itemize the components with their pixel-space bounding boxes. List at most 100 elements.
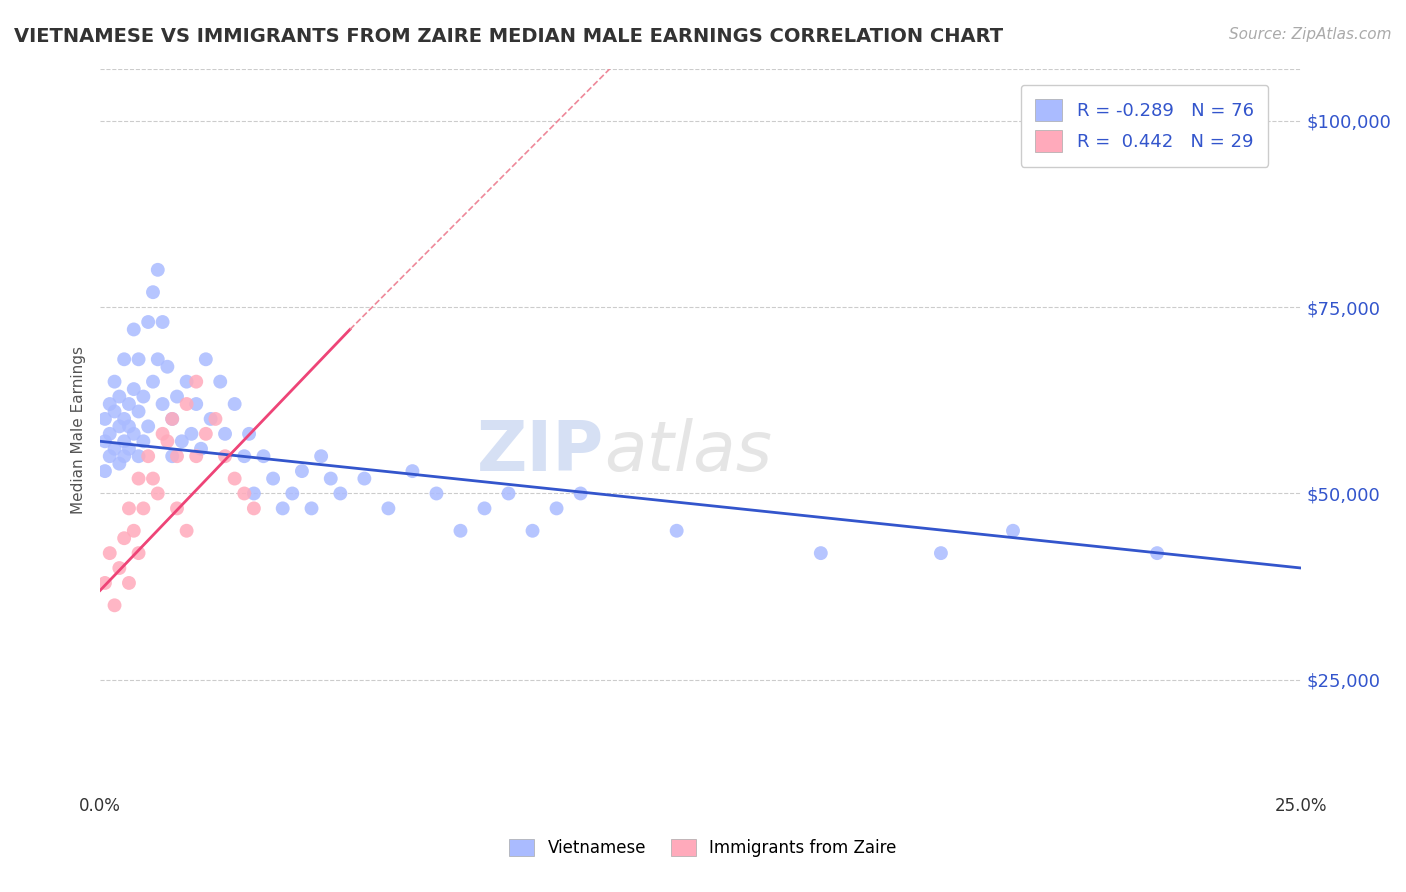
Point	[194, 352, 217, 367]
Point	[152, 397, 174, 411]
Point	[108, 457, 131, 471]
Point	[118, 501, 141, 516]
Point	[122, 524, 145, 538]
Point	[176, 375, 198, 389]
Point	[319, 472, 342, 486]
Point	[146, 352, 169, 367]
Point	[401, 464, 423, 478]
Point	[142, 375, 165, 389]
Legend: R = -0.289   N = 76, R =  0.442   N = 29: R = -0.289 N = 76, R = 0.442 N = 29	[1021, 85, 1268, 167]
Point	[122, 426, 145, 441]
Point	[271, 501, 294, 516]
Point	[233, 486, 256, 500]
Point	[224, 397, 246, 411]
Point	[146, 262, 169, 277]
Point	[166, 501, 188, 516]
Text: Source: ZipAtlas.com: Source: ZipAtlas.com	[1229, 27, 1392, 42]
Point	[353, 472, 375, 486]
Point	[128, 472, 150, 486]
Text: atlas: atlas	[605, 418, 773, 485]
Point	[176, 397, 198, 411]
Point	[166, 390, 188, 404]
Point	[103, 375, 125, 389]
Point	[243, 486, 266, 500]
Point	[301, 501, 323, 516]
Point	[214, 426, 236, 441]
Point	[152, 426, 174, 441]
Point	[118, 397, 141, 411]
Text: ZIP: ZIP	[478, 418, 605, 485]
Point	[108, 390, 131, 404]
Y-axis label: Median Male Earnings: Median Male Earnings	[72, 346, 86, 514]
Point	[112, 434, 135, 449]
Point	[180, 426, 202, 441]
Point	[190, 442, 212, 456]
Point	[122, 322, 145, 336]
Point	[498, 486, 520, 500]
Point	[98, 546, 121, 560]
Point	[160, 412, 183, 426]
Point	[243, 501, 266, 516]
Point	[94, 412, 117, 426]
Point	[94, 576, 117, 591]
Point	[160, 412, 183, 426]
Point	[929, 546, 952, 560]
Point	[200, 412, 222, 426]
Point	[224, 472, 246, 486]
Point	[108, 419, 131, 434]
Point	[309, 449, 332, 463]
Point	[142, 472, 165, 486]
Legend: Vietnamese, Immigrants from Zaire: Vietnamese, Immigrants from Zaire	[501, 831, 905, 866]
Point	[810, 546, 832, 560]
Point	[118, 419, 141, 434]
Point	[128, 404, 150, 418]
Point	[166, 449, 188, 463]
Point	[209, 375, 232, 389]
Point	[128, 546, 150, 560]
Point	[142, 285, 165, 300]
Point	[281, 486, 304, 500]
Point	[186, 375, 208, 389]
Point	[122, 382, 145, 396]
Point	[233, 449, 256, 463]
Point	[112, 352, 135, 367]
Text: VIETNAMESE VS IMMIGRANTS FROM ZAIRE MEDIAN MALE EARNINGS CORRELATION CHART: VIETNAMESE VS IMMIGRANTS FROM ZAIRE MEDI…	[14, 27, 1004, 45]
Point	[112, 531, 135, 545]
Point	[1146, 546, 1168, 560]
Point	[103, 599, 125, 613]
Point	[112, 449, 135, 463]
Point	[156, 434, 179, 449]
Point	[238, 426, 260, 441]
Point	[136, 449, 159, 463]
Point	[665, 524, 688, 538]
Point	[176, 524, 198, 538]
Point	[103, 442, 125, 456]
Point	[569, 486, 592, 500]
Point	[186, 397, 208, 411]
Point	[94, 434, 117, 449]
Point	[329, 486, 352, 500]
Point	[152, 315, 174, 329]
Point	[291, 464, 314, 478]
Point	[112, 412, 135, 426]
Point	[474, 501, 496, 516]
Point	[186, 449, 208, 463]
Point	[132, 390, 155, 404]
Point	[1001, 524, 1024, 538]
Point	[118, 442, 141, 456]
Point	[118, 576, 141, 591]
Point	[98, 449, 121, 463]
Point	[94, 464, 117, 478]
Point	[170, 434, 193, 449]
Point	[204, 412, 226, 426]
Point	[128, 352, 150, 367]
Point	[194, 426, 217, 441]
Point	[132, 434, 155, 449]
Point	[128, 449, 150, 463]
Point	[160, 449, 183, 463]
Point	[98, 397, 121, 411]
Point	[522, 524, 544, 538]
Point	[136, 419, 159, 434]
Point	[132, 501, 155, 516]
Point	[262, 472, 284, 486]
